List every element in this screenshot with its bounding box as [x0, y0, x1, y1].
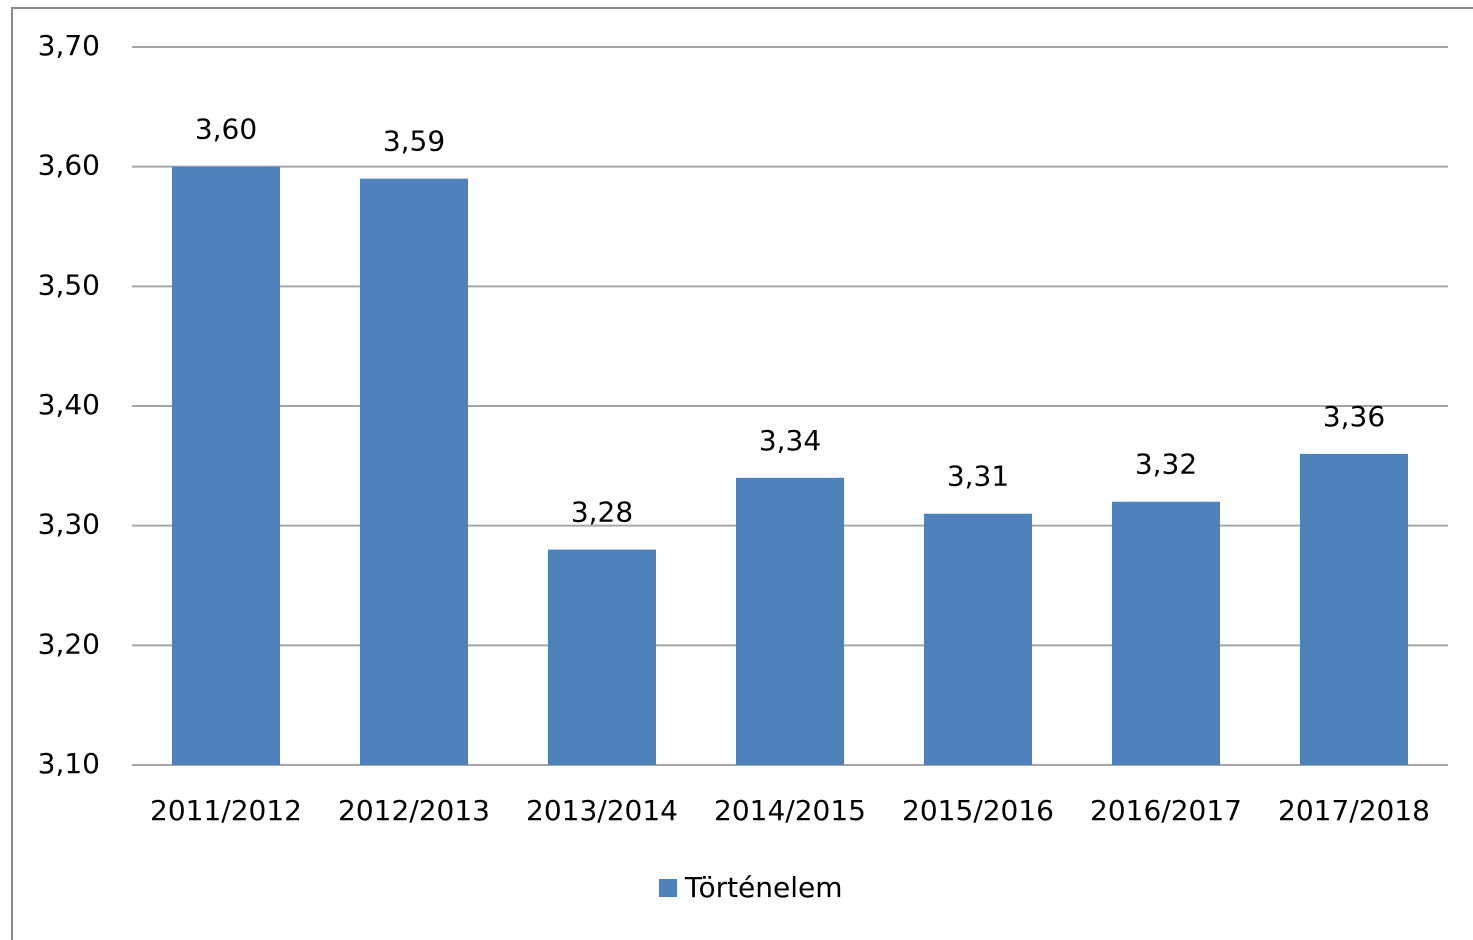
legend-swatch: [659, 879, 677, 897]
data-label: 3,60: [195, 113, 257, 146]
bar: [736, 477, 844, 765]
y-tick-label: 3,30: [38, 508, 100, 541]
x-tick-label: 2013/2014: [526, 794, 678, 827]
x-tick-label: 2017/2018: [1278, 794, 1430, 827]
x-tick-label: 2016/2017: [1090, 794, 1242, 827]
bar: [548, 549, 656, 765]
y-tick-label: 3,50: [38, 268, 100, 301]
data-label: 3,31: [947, 460, 1009, 493]
data-label: 3,36: [1323, 400, 1385, 433]
data-label: 3,59: [383, 125, 445, 158]
bar: [924, 513, 1032, 765]
x-tick-label: 2014/2015: [714, 794, 866, 827]
data-label: 3,34: [759, 424, 821, 457]
bar: [1300, 453, 1408, 765]
bar: [1112, 501, 1220, 765]
bar: [360, 178, 468, 766]
legend-label: Történelem: [684, 871, 843, 904]
data-label: 3,28: [571, 496, 633, 529]
data-label: 3,32: [1135, 448, 1197, 481]
y-tick-label: 3,20: [38, 627, 100, 660]
y-tick-label: 3,70: [38, 29, 100, 62]
bar: [172, 166, 280, 765]
x-tick-label: 2011/2012: [150, 794, 302, 827]
y-tick-label: 3,10: [38, 747, 100, 780]
y-tick-label: 3,60: [38, 149, 100, 182]
x-tick-label: 2015/2016: [902, 794, 1054, 827]
x-tick-label: 2012/2013: [338, 794, 490, 827]
y-tick-label: 3,40: [38, 388, 100, 421]
